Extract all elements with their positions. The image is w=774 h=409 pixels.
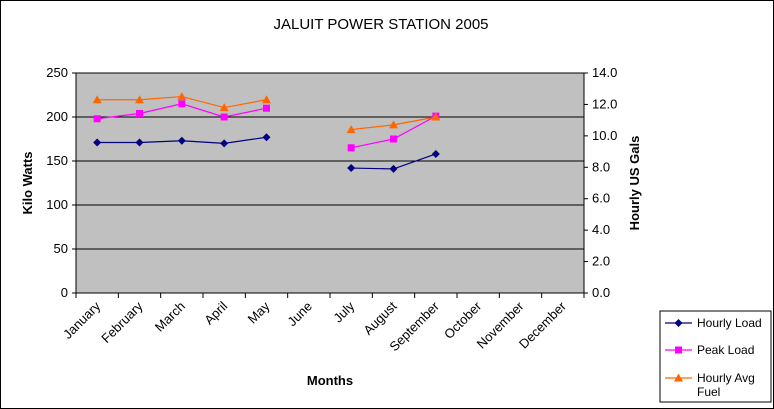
data-point xyxy=(263,104,270,112)
gridlines xyxy=(76,72,584,250)
data-point xyxy=(347,144,355,152)
legend-marker xyxy=(674,373,683,382)
x-axis-title: Months xyxy=(307,373,353,388)
data-point xyxy=(135,138,144,147)
legend: Hourly Load Peak Load Hourly Avg Fuel xyxy=(665,316,762,399)
y2-tick-label: 12.0 xyxy=(592,96,617,111)
x-tick-label: May xyxy=(245,298,273,326)
x-tick-label: June xyxy=(284,299,315,330)
legend-label: Hourly Avg Fuel xyxy=(697,371,755,399)
data-point xyxy=(220,139,229,148)
series-0 xyxy=(93,133,440,173)
y2-tick-label: 6.0 xyxy=(592,191,610,206)
y-tick-label: 0 xyxy=(61,285,68,300)
y-tick-label: 200 xyxy=(46,109,68,124)
y-tick-label: 150 xyxy=(46,153,68,168)
x-tick-label: December xyxy=(516,298,569,351)
left-axis-ticks: 0 50 100 150 200 250 xyxy=(46,65,76,300)
data-point xyxy=(346,125,356,134)
data-point xyxy=(92,95,102,104)
data-point xyxy=(389,164,398,173)
y-tick-label: 250 xyxy=(46,65,68,80)
y2-tick-label: 10.0 xyxy=(592,128,617,143)
data-point xyxy=(220,113,228,121)
y-tick-label: 50 xyxy=(54,241,68,256)
y2-tick-label: 4.0 xyxy=(592,222,610,237)
data-point xyxy=(389,120,398,129)
data-point xyxy=(136,109,143,117)
legend-marker xyxy=(675,346,682,354)
chart-title: JALUIT POWER STATION 2005 xyxy=(273,16,488,33)
data-point xyxy=(93,138,102,147)
data-point xyxy=(390,135,397,143)
y2-tick-label: 2.0 xyxy=(592,254,610,269)
right-axis-ticks: 0.0 2.0 4.0 6.0 8.0 10.0 12.0 14.0 xyxy=(584,65,617,300)
data-point xyxy=(219,103,229,112)
legend-label: Peak Load xyxy=(697,343,754,357)
data-point xyxy=(347,164,356,173)
data-point xyxy=(431,149,440,158)
y2-tick-label: 14.0 xyxy=(592,65,617,80)
y-tick-label: 100 xyxy=(46,197,68,212)
x-tick-label: July xyxy=(330,298,357,325)
data-point xyxy=(93,115,101,123)
legend-label: Hourly Load xyxy=(697,316,762,330)
x-tick-label: April xyxy=(201,298,230,327)
x-tick-label: August xyxy=(360,298,399,337)
y2-axis-title: Hourly US Gals xyxy=(627,136,642,231)
legend-marker xyxy=(674,319,683,327)
y2-tick-label: 0.0 xyxy=(592,285,610,300)
x-tick-label: February xyxy=(98,298,146,346)
data-point xyxy=(177,136,186,145)
y-axis-title: Kilo Watts xyxy=(20,151,35,214)
data-point xyxy=(177,92,187,101)
data-point xyxy=(262,133,271,142)
data-point xyxy=(178,100,186,108)
series-layer xyxy=(92,92,441,173)
x-tick-label: March xyxy=(152,299,188,335)
y2-tick-label: 8.0 xyxy=(592,159,610,174)
data-point xyxy=(262,95,271,104)
plot-area xyxy=(75,72,585,294)
data-point xyxy=(135,95,144,104)
series-2 xyxy=(92,92,441,134)
data-point xyxy=(431,112,441,121)
